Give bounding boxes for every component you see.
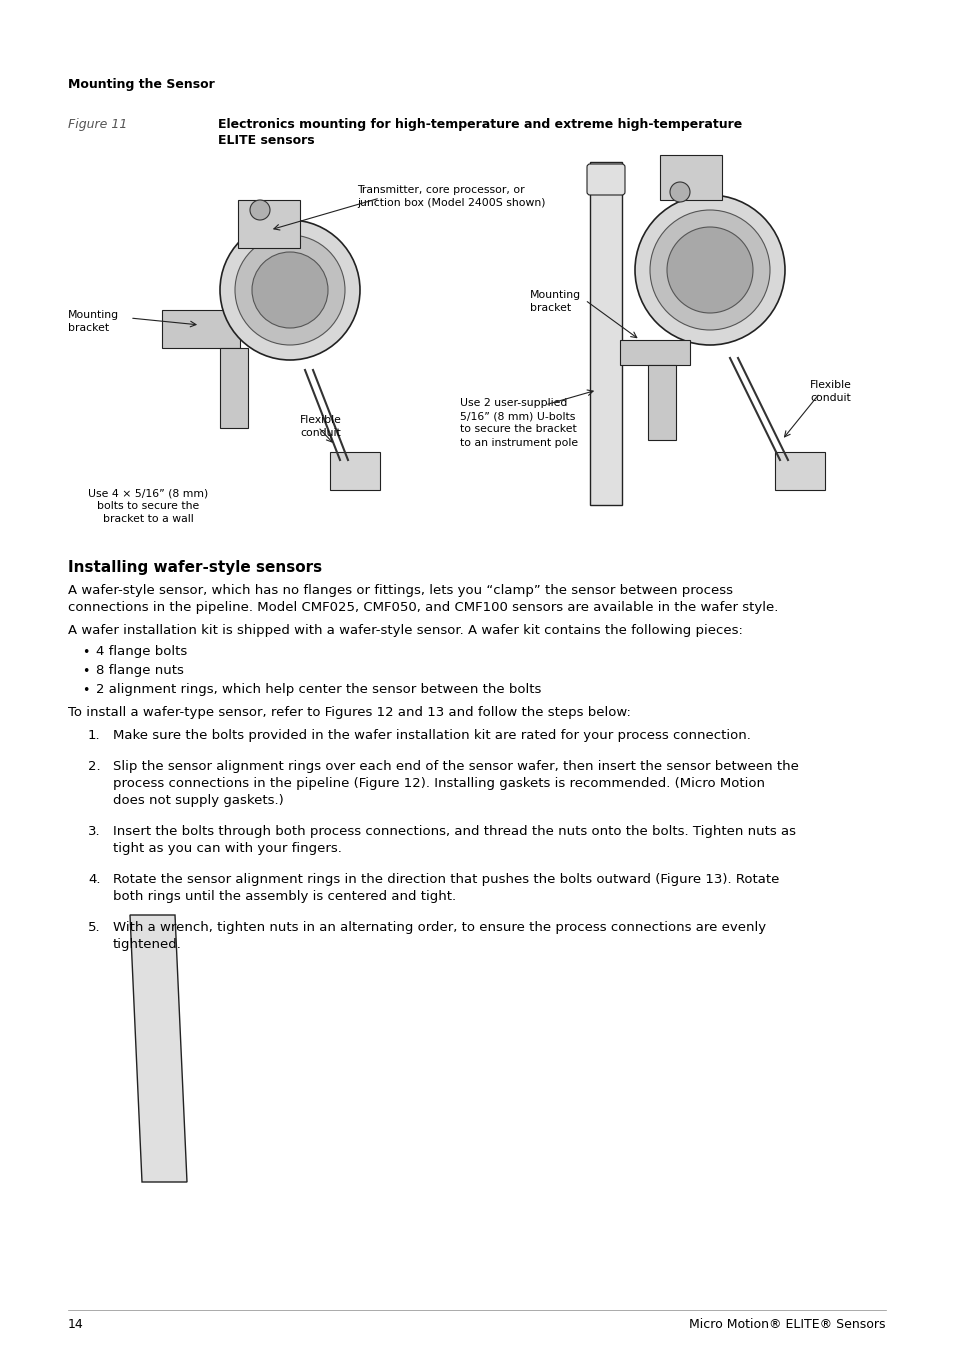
Bar <box>220 348 248 428</box>
Text: Mounting
bracket: Mounting bracket <box>68 310 119 333</box>
Text: To install a wafer-type sensor, refer to Figures 12 and 13 and follow the steps : To install a wafer-type sensor, refer to… <box>68 706 630 720</box>
Bar <box>659 155 721 200</box>
Text: 14: 14 <box>68 1318 84 1331</box>
Bar <box>589 162 621 505</box>
Text: Mounting the Sensor: Mounting the Sensor <box>68 78 214 90</box>
Text: Flexible
conduit: Flexible conduit <box>809 379 851 404</box>
Text: Use 4 × 5/16” (8 mm)
bolts to secure the
bracket to a wall: Use 4 × 5/16” (8 mm) bolts to secure the… <box>88 487 208 524</box>
Text: Mounting
bracket: Mounting bracket <box>530 290 580 313</box>
Text: 8 flange nuts: 8 flange nuts <box>96 664 184 676</box>
Circle shape <box>234 235 345 346</box>
Text: Installing wafer-style sensors: Installing wafer-style sensors <box>68 560 322 575</box>
Polygon shape <box>130 915 187 1183</box>
Text: 2 alignment rings, which help center the sensor between the bolts: 2 alignment rings, which help center the… <box>96 683 540 697</box>
Text: 2.: 2. <box>88 760 100 774</box>
Text: A wafer-style sensor, which has no flanges or fittings, lets you “clamp” the sen: A wafer-style sensor, which has no flang… <box>68 585 732 597</box>
Circle shape <box>649 211 769 329</box>
Text: process connections in the pipeline (Figure 12). Installing gaskets is recommend: process connections in the pipeline (Fig… <box>112 778 764 790</box>
Text: •: • <box>82 666 90 678</box>
Text: •: • <box>82 684 90 697</box>
Text: does not supply gaskets.): does not supply gaskets.) <box>112 794 283 807</box>
Text: connections in the pipeline. Model CMF025, CMF050, and CMF100 sensors are availa: connections in the pipeline. Model CMF02… <box>68 601 778 614</box>
FancyBboxPatch shape <box>586 163 624 194</box>
Text: tightened.: tightened. <box>112 938 182 950</box>
Bar <box>330 452 379 490</box>
Text: 4.: 4. <box>88 873 100 886</box>
Bar <box>619 340 689 364</box>
Text: both rings until the assembly is centered and tight.: both rings until the assembly is centere… <box>112 890 456 903</box>
Text: Electronics mounting for high-temperature and extreme high-temperature: Electronics mounting for high-temperatur… <box>218 117 741 131</box>
Text: •: • <box>82 647 90 659</box>
Text: Flexible
conduit: Flexible conduit <box>299 414 341 439</box>
Text: 3.: 3. <box>88 825 100 838</box>
Circle shape <box>666 227 752 313</box>
Text: Use 2 user-supplied
5/16” (8 mm) U-bolts
to secure the bracket
to an instrument : Use 2 user-supplied 5/16” (8 mm) U-bolts… <box>459 398 578 448</box>
Text: Rotate the sensor alignment rings in the direction that pushes the bolts outward: Rotate the sensor alignment rings in the… <box>112 873 779 886</box>
Text: Micro Motion® ELITE® Sensors: Micro Motion® ELITE® Sensors <box>689 1318 885 1331</box>
Text: 5.: 5. <box>88 921 100 934</box>
Text: tight as you can with your fingers.: tight as you can with your fingers. <box>112 842 341 855</box>
Circle shape <box>669 182 689 202</box>
Text: Make sure the bolts provided in the wafer installation kit are rated for your pr: Make sure the bolts provided in the wafe… <box>112 729 750 742</box>
Text: Slip the sensor alignment rings over each end of the sensor wafer, then insert t: Slip the sensor alignment rings over eac… <box>112 760 798 774</box>
Circle shape <box>220 220 359 360</box>
Bar <box>237 200 299 248</box>
Text: A wafer installation kit is shipped with a wafer-style sensor. A wafer kit conta: A wafer installation kit is shipped with… <box>68 624 742 637</box>
Text: Figure 11: Figure 11 <box>68 117 128 131</box>
Circle shape <box>635 194 784 346</box>
Text: 1.: 1. <box>88 729 100 742</box>
Circle shape <box>252 252 328 328</box>
Text: 4 flange bolts: 4 flange bolts <box>96 645 187 657</box>
Bar <box>647 364 676 440</box>
Text: ELITE sensors: ELITE sensors <box>218 134 314 147</box>
Circle shape <box>250 200 270 220</box>
Bar <box>162 310 240 348</box>
Text: Insert the bolts through both process connections, and thread the nuts onto the : Insert the bolts through both process co… <box>112 825 795 838</box>
Bar <box>774 452 824 490</box>
Text: Transmitter, core processor, or
junction box (Model 2400S shown): Transmitter, core processor, or junction… <box>356 185 545 208</box>
Text: With a wrench, tighten nuts in an alternating order, to ensure the process conne: With a wrench, tighten nuts in an altern… <box>112 921 765 934</box>
